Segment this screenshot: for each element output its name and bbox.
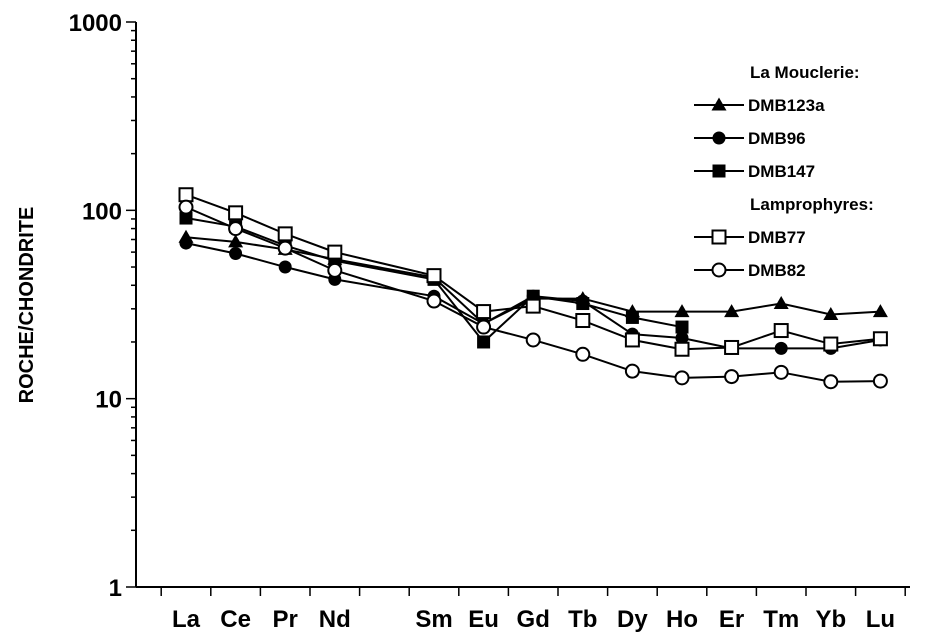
data-point <box>823 336 839 352</box>
x-tick-label: Ho <box>666 606 698 633</box>
data-point <box>178 199 194 215</box>
x-tick-label: Eu <box>468 606 499 633</box>
legend-item-dmb77: DMB77 <box>694 228 806 247</box>
legend-item-dmb96: DMB96 <box>694 129 806 148</box>
data-point <box>773 323 789 339</box>
data-point <box>426 293 442 309</box>
legend-marker <box>711 262 727 278</box>
data-point <box>228 221 244 237</box>
data-point <box>327 244 343 260</box>
legend-marker <box>712 164 726 178</box>
data-point <box>229 246 243 260</box>
data-point <box>724 304 740 318</box>
series-dmb77 <box>178 187 888 357</box>
data-point <box>575 313 591 329</box>
x-tick-label: Tb <box>568 606 597 633</box>
data-point <box>277 240 293 256</box>
data-point <box>823 306 839 320</box>
series-line <box>185 242 881 350</box>
y-tick-label: 100 <box>82 198 122 225</box>
y-axis-label: ROCHE/CHONDRITE <box>16 207 38 404</box>
data-point <box>477 335 491 349</box>
legend-item-dmb123a: DMB123a <box>694 96 825 115</box>
legend-marker <box>712 131 726 145</box>
data-point <box>675 331 689 345</box>
data-point <box>872 331 888 347</box>
x-tick-label: Dy <box>617 606 648 633</box>
data-point <box>773 296 789 310</box>
x-tick-label: Tm <box>763 606 799 633</box>
y-tick-label: 10 <box>95 387 122 414</box>
legend-label: DMB147 <box>748 162 815 181</box>
x-tick-label: Ce <box>220 606 251 633</box>
legend-marker <box>711 229 727 245</box>
data-point <box>575 346 591 362</box>
legend-label: DMB82 <box>748 261 806 280</box>
data-point <box>872 304 888 318</box>
plot-area <box>178 187 888 390</box>
legend-label: DMB77 <box>748 228 806 247</box>
data-point <box>674 370 690 386</box>
data-point <box>178 187 194 203</box>
x-tick-label: Nd <box>319 606 351 633</box>
x-tick-label: Gd <box>517 606 550 633</box>
data-point <box>724 339 740 355</box>
x-tick-label: Er <box>719 606 744 633</box>
data-point <box>278 260 292 274</box>
series-line <box>185 193 881 351</box>
x-tick-label: Yb <box>815 606 846 633</box>
y-tick-label: 1000 <box>69 10 122 37</box>
series-line <box>185 217 683 344</box>
data-point <box>674 304 690 318</box>
legend-label: DMB96 <box>748 129 806 148</box>
data-point <box>426 268 442 284</box>
x-tick-label: Pr <box>273 606 298 633</box>
data-point <box>525 332 541 348</box>
data-point <box>327 262 343 278</box>
data-point <box>724 369 740 385</box>
data-point <box>872 373 888 389</box>
data-point <box>576 297 590 311</box>
x-tick-label: Sm <box>415 606 452 633</box>
data-point <box>773 364 789 380</box>
data-point <box>228 234 244 248</box>
data-point <box>823 374 839 390</box>
data-point <box>228 205 244 221</box>
data-point <box>277 226 293 242</box>
axes: 1 10 100 1000 La Ce Pr Nd Sm Eu Gd Tb Dy Ho Er Tm Yb Lu <box>69 10 910 633</box>
x-tick-label: La <box>172 606 201 633</box>
data-point <box>624 332 640 348</box>
data-point <box>675 320 689 334</box>
data-point <box>476 319 492 335</box>
legend-label: DMB123a <box>748 96 825 115</box>
data-point <box>476 304 492 320</box>
x-tick-label: Lu <box>866 606 895 633</box>
legend: La Mouclerie: DMB123a DMB96 DMB147 Lamprophy… <box>694 63 874 280</box>
data-point <box>674 341 690 357</box>
data-point <box>774 341 788 355</box>
legend-heading: Lamprophyres: <box>750 195 874 214</box>
data-point <box>525 298 541 314</box>
series-line <box>185 206 881 383</box>
y-tick-label: 1 <box>109 575 122 602</box>
data-point <box>179 236 193 250</box>
data-point <box>625 310 639 324</box>
legend-item-dmb82: DMB82 <box>694 261 806 280</box>
data-point <box>624 363 640 379</box>
legend-marker <box>711 97 727 111</box>
data-point <box>179 211 193 225</box>
series-dmb82 <box>178 199 888 390</box>
legend-heading: La Mouclerie: <box>750 63 860 82</box>
legend-item-dmb147: DMB147 <box>694 162 815 181</box>
